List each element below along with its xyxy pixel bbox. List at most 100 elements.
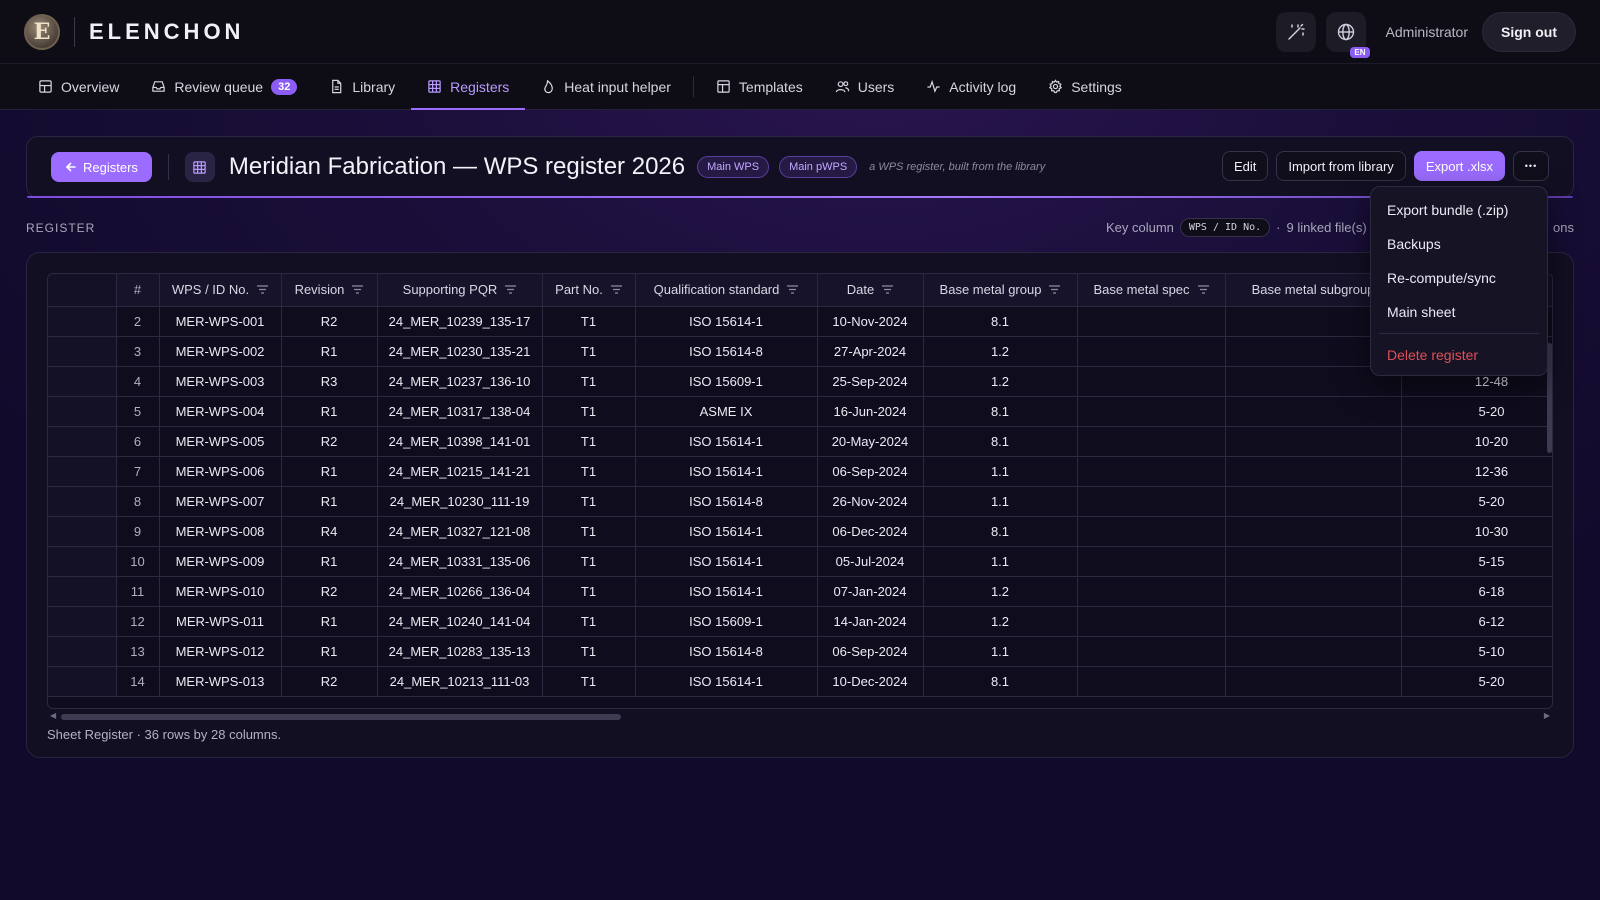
table-cell[interactable]: ISO 15614-1 xyxy=(635,456,818,487)
row-gutter[interactable] xyxy=(48,576,117,607)
row-gutter[interactable] xyxy=(48,636,117,667)
linked-files-link[interactable]: 9 linked file(s) xyxy=(1286,220,1367,235)
filter-icon[interactable] xyxy=(1197,285,1209,294)
table-cell[interactable] xyxy=(1077,666,1226,697)
filter-icon[interactable] xyxy=(610,285,622,294)
table-cell[interactable]: ISO 15614-1 xyxy=(635,516,818,547)
table-cell[interactable]: MER-WPS-008 xyxy=(159,516,282,547)
table-cell[interactable]: MER-WPS-013 xyxy=(159,666,282,697)
row-gutter[interactable] xyxy=(48,366,117,397)
nav-templates[interactable]: Templates xyxy=(700,64,819,109)
table-cell[interactable]: 1.2 xyxy=(923,576,1078,607)
nav-library[interactable]: Library xyxy=(313,64,411,109)
row-gutter[interactable] xyxy=(48,456,117,487)
table-cell[interactable]: 24_MER_10398_141-01 xyxy=(377,426,543,457)
scroll-left-icon[interactable]: ◀ xyxy=(50,711,57,720)
table-cell[interactable]: T1 xyxy=(542,636,636,667)
table-cell[interactable]: R1 xyxy=(281,456,378,487)
row-gutter[interactable] xyxy=(48,486,117,517)
table-cell[interactable]: MER-WPS-004 xyxy=(159,396,282,427)
nav-activity-log[interactable]: Activity log xyxy=(910,64,1032,109)
filter-icon[interactable] xyxy=(1049,285,1061,294)
table-row[interactable]: 6 MER-WPS-005 R2 24_MER_10398_141-01 T1 ISO 1… xyxy=(48,426,1552,457)
table-cell[interactable]: MER-WPS-010 xyxy=(159,576,282,607)
menu-delete-register[interactable]: Delete register xyxy=(1387,347,1479,363)
filter-icon[interactable] xyxy=(257,285,269,294)
filter-icon[interactable] xyxy=(882,285,894,294)
table-cell[interactable]: T1 xyxy=(542,606,636,637)
table-cell[interactable]: 16-Jun-2024 xyxy=(817,396,924,427)
table-cell[interactable] xyxy=(1077,636,1226,667)
nav-review-queue[interactable]: Review queue 32 xyxy=(135,64,313,109)
table-cell[interactable]: MER-WPS-003 xyxy=(159,366,282,397)
table-cell[interactable]: 24_MER_10239_135-17 xyxy=(377,306,543,337)
column-header[interactable]: Base metal spec xyxy=(1077,274,1226,307)
table-cell[interactable] xyxy=(1225,546,1402,577)
table-cell[interactable]: ISO 15614-1 xyxy=(635,576,818,607)
table-cell[interactable] xyxy=(1225,426,1402,457)
table-cell[interactable] xyxy=(1225,636,1402,667)
table-row[interactable]: 5 MER-WPS-004 R1 24_MER_10317_138-04 T1 ASME … xyxy=(48,396,1552,427)
table-cell[interactable]: R2 xyxy=(281,306,378,337)
table-cell[interactable]: MER-WPS-009 xyxy=(159,546,282,577)
column-header[interactable]: Base metal group xyxy=(923,274,1078,307)
nav-overview[interactable]: Overview xyxy=(22,64,135,109)
filter-icon[interactable] xyxy=(505,285,517,294)
row-gutter[interactable] xyxy=(48,606,117,637)
column-header[interactable]: Date xyxy=(817,274,924,307)
table-cell[interactable] xyxy=(1077,336,1226,367)
table-cell[interactable]: ISO 15614-1 xyxy=(635,306,818,337)
table-cell[interactable]: ISO 15614-8 xyxy=(635,336,818,367)
table-cell[interactable]: ISO 15614-1 xyxy=(635,666,818,697)
table-cell[interactable]: R2 xyxy=(281,576,378,607)
table-cell[interactable]: MER-WPS-005 xyxy=(159,426,282,457)
table-cell[interactable]: 05-Jul-2024 xyxy=(817,546,924,577)
table-cell[interactable] xyxy=(1225,486,1402,517)
scroll-thumb[interactable] xyxy=(61,714,621,720)
table-cell[interactable]: 1.1 xyxy=(923,456,1078,487)
table-cell[interactable]: 5-20 xyxy=(1401,666,1552,697)
table-cell[interactable]: T1 xyxy=(542,576,636,607)
table-cell[interactable]: 8.1 xyxy=(923,666,1078,697)
table-cell[interactable]: 1.1 xyxy=(923,546,1078,577)
table-cell[interactable]: 1.2 xyxy=(923,366,1078,397)
table-cell[interactable]: 10-30 xyxy=(1401,516,1552,547)
table-cell[interactable] xyxy=(1225,516,1402,547)
table-cell[interactable] xyxy=(1077,576,1226,607)
table-cell[interactable]: T1 xyxy=(542,486,636,517)
table-cell[interactable]: 27-Apr-2024 xyxy=(817,336,924,367)
table-row[interactable]: 2 MER-WPS-001 R2 24_MER_10239_135-17 T1 ISO 1… xyxy=(48,306,1552,337)
table-cell[interactable]: MER-WPS-006 xyxy=(159,456,282,487)
table-row[interactable]: 8 MER-WPS-007 R1 24_MER_10230_111-19 T1 ISO 1… xyxy=(48,486,1552,517)
table-cell[interactable]: 24_MER_10215_141-21 xyxy=(377,456,543,487)
table-cell[interactable]: R3 xyxy=(281,366,378,397)
table-cell[interactable]: 24_MER_10237_136-10 xyxy=(377,366,543,397)
table-cell[interactable]: T1 xyxy=(542,366,636,397)
table-row[interactable]: 7 MER-WPS-006 R1 24_MER_10215_141-21 T1 ISO 1… xyxy=(48,456,1552,487)
table-cell[interactable]: 07-Jan-2024 xyxy=(817,576,924,607)
scroll-right-icon[interactable]: ▶ xyxy=(1543,711,1550,720)
table-cell[interactable]: 5-20 xyxy=(1401,486,1552,517)
table-cell[interactable]: 5-10 xyxy=(1401,636,1552,667)
table-cell[interactable]: 5-20 xyxy=(1401,396,1552,427)
table-cell[interactable] xyxy=(1225,456,1402,487)
table-cell[interactable]: T1 xyxy=(542,666,636,697)
table-row[interactable]: 10 MER-WPS-009 R1 24_MER_10331_135-06 T1 ISO … xyxy=(48,546,1552,577)
table-cell[interactable] xyxy=(1077,396,1226,427)
table-cell[interactable]: 8.1 xyxy=(923,396,1078,427)
column-header[interactable]: Part No. xyxy=(542,274,636,307)
menu-recompute-sync[interactable]: Re-compute/sync xyxy=(1387,270,1496,286)
import-from-library-button[interactable]: Import from library xyxy=(1276,151,1406,181)
table-cell[interactable]: MER-WPS-012 xyxy=(159,636,282,667)
table-cell[interactable]: 06-Sep-2024 xyxy=(817,636,924,667)
filter-icon[interactable] xyxy=(787,285,799,294)
row-gutter[interactable] xyxy=(48,546,117,577)
table-cell[interactable]: 5-15 xyxy=(1401,546,1552,577)
table-row[interactable]: 14 MER-WPS-013 R2 24_MER_10213_111-03 T1 ISO … xyxy=(48,666,1552,697)
table-cell[interactable]: 24_MER_10230_135-21 xyxy=(377,336,543,367)
column-header[interactable]: Supporting PQR xyxy=(377,274,543,307)
table-cell[interactable]: R1 xyxy=(281,546,378,577)
table-cell[interactable]: MER-WPS-011 xyxy=(159,606,282,637)
table-cell[interactable] xyxy=(1077,306,1226,337)
table-cell[interactable]: ISO 15609-1 xyxy=(635,366,818,397)
